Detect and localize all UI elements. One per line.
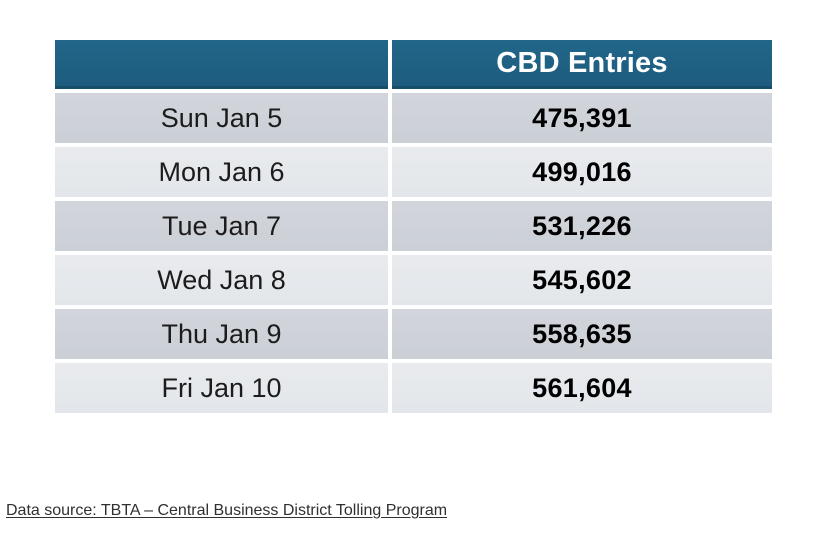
cbd-entries-table: CBD Entries Sun Jan 5 475,391 Mon Jan 6 … [55,40,772,413]
table-row-date: Tue Jan 7 [55,201,388,251]
data-source-link[interactable]: Data source: TBTA – Central Business Dis… [6,502,448,519]
table-row-date: Sun Jan 5 [55,93,388,143]
table-row-value: 545,602 [392,255,772,305]
table-row-date: Mon Jan 6 [55,147,388,197]
table-row-date: Wed Jan 8 [55,255,388,305]
table-row-value: 558,635 [392,309,772,359]
table-header-cbd-entries: CBD Entries [392,40,772,89]
table-row-value: 499,016 [392,147,772,197]
table-row-value: 531,226 [392,201,772,251]
table-row-value: 561,604 [392,363,772,413]
table-row-date: Fri Jan 10 [55,363,388,413]
table-header-date-blank [55,40,388,89]
table-row-value: 475,391 [392,93,772,143]
table-row-date: Thu Jan 9 [55,309,388,359]
